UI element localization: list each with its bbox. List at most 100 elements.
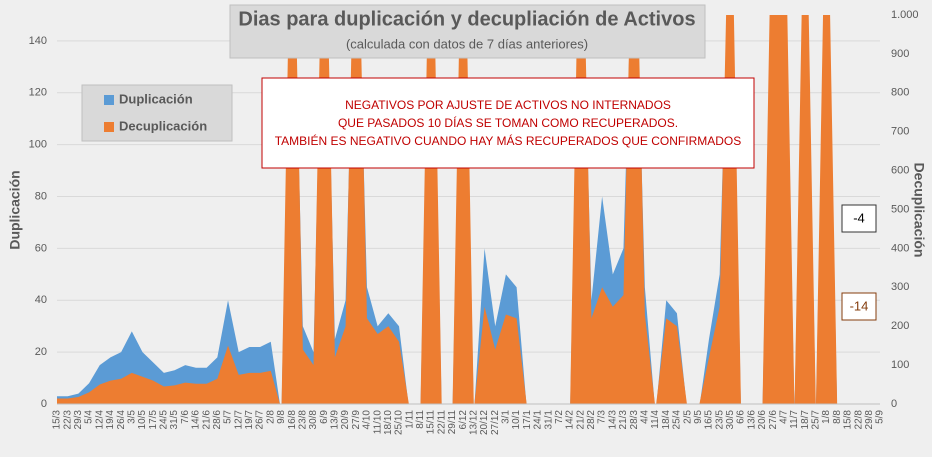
x-tick-label: 3/5 — [126, 410, 137, 424]
y2-tick-label: 300 — [891, 281, 909, 293]
x-tick-label: 18/4 — [661, 410, 672, 430]
x-tick-label: 28/3 — [629, 410, 640, 430]
x-tick-label: 13/9 — [330, 410, 341, 430]
x-tick-label: 8/11 — [415, 410, 426, 429]
x-tick-label: 20/9 — [340, 410, 351, 430]
x-tick-label: 10/1 — [511, 410, 522, 430]
x-tick-label: 5/7 — [223, 410, 234, 424]
y2-tick-label: 800 — [891, 87, 909, 99]
x-tick-label: 5/4 — [84, 410, 95, 424]
x-tick-label: 26/4 — [116, 410, 127, 430]
y2-tick-label: 500 — [891, 203, 909, 215]
legend-label: Duplicación — [119, 91, 193, 106]
y-tick-label: 140 — [29, 35, 47, 47]
x-tick-label: 23/8 — [297, 410, 308, 430]
x-tick-label: 8/8 — [832, 410, 843, 424]
x-tick-label: 1/8 — [821, 410, 832, 424]
y2-tick-label: 1.000 — [891, 9, 919, 21]
x-tick-label: 27/12 — [490, 410, 501, 435]
y-tick-label: 100 — [29, 139, 47, 151]
x-tick-label: 18/7 — [800, 410, 811, 430]
x-tick-label: 1/11 — [404, 410, 415, 429]
x-tick-label: 18/10 — [383, 410, 394, 435]
annotation-box — [841, 204, 877, 233]
annotation-box — [841, 292, 877, 321]
x-tick-label: 14/3 — [607, 410, 618, 430]
x-tick-label: 14/6 — [191, 410, 202, 430]
x-tick-label: 22/11 — [436, 410, 447, 435]
x-tick-label: 25/10 — [394, 410, 405, 435]
x-tick-label: 4/4 — [639, 410, 650, 424]
x-tick-label: 22/8 — [853, 410, 864, 430]
x-tick-label: 9/8 — [276, 410, 287, 424]
y2-tick-label: 400 — [891, 242, 909, 254]
x-tick-label: 6/9 — [319, 410, 330, 424]
y-axis-label: Duplicación — [7, 170, 23, 249]
x-tick-label: 25/7 — [811, 410, 822, 430]
y-tick-label: 60 — [35, 242, 47, 254]
y-tick-label: 0 — [41, 398, 47, 410]
y-tick-label: 120 — [29, 87, 47, 99]
legend-swatch — [104, 122, 114, 132]
x-tick-label: 7/6 — [180, 410, 191, 424]
x-tick-label: 20/6 — [757, 410, 768, 430]
x-tick-label: 21/3 — [618, 410, 629, 430]
x-tick-label: 3/1 — [501, 410, 512, 424]
x-tick-label: 17/1 — [522, 410, 533, 430]
x-tick-label: 7/3 — [597, 410, 608, 424]
annotation-box — [261, 77, 755, 169]
title-box — [229, 4, 706, 59]
area — [57, 15, 880, 404]
y-tick-label: 20 — [35, 346, 47, 358]
x-tick-label: 4/10 — [362, 410, 373, 430]
x-tick-label: 6/6 — [736, 410, 747, 424]
x-tick-label: 29/11 — [447, 410, 458, 435]
x-tick-label: 19/4 — [105, 410, 116, 430]
x-tick-label: 25/4 — [672, 410, 683, 430]
x-tick-label: 13/12 — [468, 410, 479, 435]
y-tick-label: 80 — [35, 190, 47, 202]
x-tick-label: 27/9 — [351, 410, 362, 430]
x-tick-label: 14/2 — [565, 410, 576, 430]
x-tick-label: 26/7 — [255, 410, 266, 430]
y2-tick-label: 200 — [891, 320, 909, 332]
legend-label: Decuplicación — [119, 118, 207, 133]
plot-area — [57, 15, 880, 404]
annotation: -14 — [850, 298, 869, 313]
x-tick-label: 6/12 — [458, 410, 469, 430]
x-tick-label: 16/8 — [287, 410, 298, 430]
x-tick-label: 16/5 — [704, 410, 715, 430]
x-tick-label: 15/8 — [843, 410, 854, 430]
x-tick-label: 10/5 — [137, 410, 148, 430]
y2-tick-label: 700 — [891, 126, 909, 138]
x-tick-label: 24/5 — [159, 410, 170, 430]
x-tick-label: 31/5 — [169, 410, 180, 430]
x-tick-label: 13/6 — [746, 410, 757, 430]
x-tick-label: 17/5 — [148, 410, 159, 430]
x-tick-label: 29/3 — [73, 410, 84, 430]
x-tick-label: 28/6 — [212, 410, 223, 430]
x-tick-label: 30/5 — [725, 410, 736, 430]
x-tick-label: 15/11 — [426, 410, 437, 435]
x-tick-label: 31/1 — [543, 410, 554, 430]
x-tick-label: 20/12 — [479, 410, 490, 435]
y2-tick-label: 600 — [891, 165, 909, 177]
x-tick-label: 23/5 — [714, 410, 725, 430]
x-tick-label: 12/7 — [233, 410, 244, 430]
x-tick-label: 7/2 — [554, 410, 565, 424]
x-tick-label: 5/9 — [875, 410, 886, 424]
x-tick-label: 11/7 — [789, 410, 800, 429]
x-tick-label: 30/8 — [308, 410, 319, 430]
x-tick-label: 2/5 — [682, 410, 693, 424]
x-tick-label: 12/4 — [94, 410, 105, 430]
x-tick-label: 19/7 — [244, 410, 255, 430]
y2-axis-label: Decuplicación — [911, 163, 927, 258]
y2-tick-label: 100 — [891, 359, 909, 371]
x-tick-label: 21/2 — [575, 410, 586, 430]
y-tick-label: 40 — [35, 294, 47, 306]
annotation: -4 — [853, 210, 865, 225]
x-tick-label: 11/4 — [650, 410, 661, 429]
x-tick-label: 9/5 — [693, 410, 704, 424]
x-tick-label: 11/10 — [372, 410, 383, 435]
